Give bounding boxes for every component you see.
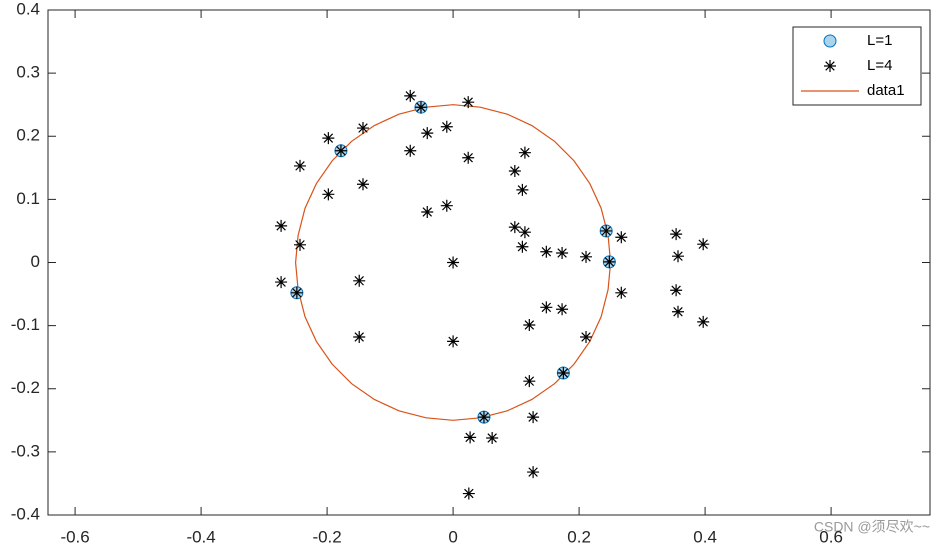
point (670, 284, 683, 297)
point (527, 466, 540, 479)
point (357, 178, 369, 191)
point (464, 431, 477, 444)
point (523, 318, 536, 331)
point (697, 315, 710, 328)
point (603, 255, 616, 268)
x-tick-label: 0 (448, 527, 457, 546)
point (516, 183, 529, 196)
point (600, 224, 613, 237)
line (294, 104, 612, 421)
point (527, 411, 540, 424)
point (580, 330, 593, 343)
x-tick-label: 0.2 (567, 527, 591, 546)
y-tick-label: -0.4 (11, 504, 40, 523)
point (290, 286, 303, 299)
point (421, 127, 434, 140)
point (516, 240, 529, 253)
point (404, 89, 417, 102)
point (421, 206, 434, 218)
x-tick-label: -0.4 (186, 527, 215, 546)
point (334, 144, 347, 157)
y-tick-label: -0.2 (11, 378, 40, 397)
point (486, 431, 499, 444)
legend-box (792, 26, 922, 106)
point (322, 188, 335, 201)
point (518, 226, 531, 239)
point (357, 122, 369, 135)
point (672, 250, 684, 263)
point (672, 305, 684, 318)
point (557, 366, 570, 379)
watermark: CSDN @须尽欢~~ (814, 519, 930, 535)
point (462, 151, 475, 164)
legend-label: L=4 (867, 57, 892, 74)
point (322, 132, 335, 145)
point (294, 238, 306, 251)
point (556, 303, 569, 316)
x-tick-label: 0.4 (693, 527, 717, 546)
point (523, 375, 536, 388)
point (353, 330, 366, 343)
y-tick-label: 0.4 (16, 0, 40, 18)
point (670, 228, 683, 241)
point (518, 146, 531, 159)
point (697, 238, 710, 251)
x-tick-label: 0.6 (819, 527, 843, 546)
point (275, 276, 288, 289)
point (404, 144, 417, 157)
point (462, 96, 475, 109)
point (275, 219, 288, 232)
point (615, 286, 628, 299)
y-tick-label: 0.1 (16, 189, 40, 208)
x-tick-label: -0.6 (60, 527, 89, 546)
legend-swatch (824, 60, 836, 72)
legend-label: L=1 (867, 32, 892, 49)
x-tick-label: -0.2 (312, 527, 341, 546)
y-tick-label: 0 (31, 252, 40, 271)
point (540, 245, 553, 258)
y-tick-label: -0.1 (11, 315, 40, 334)
point (462, 487, 475, 500)
point (556, 247, 569, 260)
y-tick-label: 0.3 (16, 63, 40, 82)
point (580, 250, 593, 263)
legend-label: data1 (867, 82, 905, 99)
point (447, 256, 460, 269)
point (294, 159, 306, 172)
plot-area (47, 9, 931, 516)
point (477, 411, 490, 424)
point (440, 199, 453, 212)
y-tick-label: -0.3 (11, 441, 40, 460)
point (508, 164, 521, 177)
point (447, 335, 460, 348)
point (508, 221, 521, 234)
point (440, 120, 453, 133)
point (540, 301, 553, 314)
y-tick-label: 0.2 (16, 126, 40, 145)
point (615, 231, 628, 244)
legend-swatch (823, 34, 837, 48)
point (414, 101, 427, 114)
point (353, 274, 366, 287)
